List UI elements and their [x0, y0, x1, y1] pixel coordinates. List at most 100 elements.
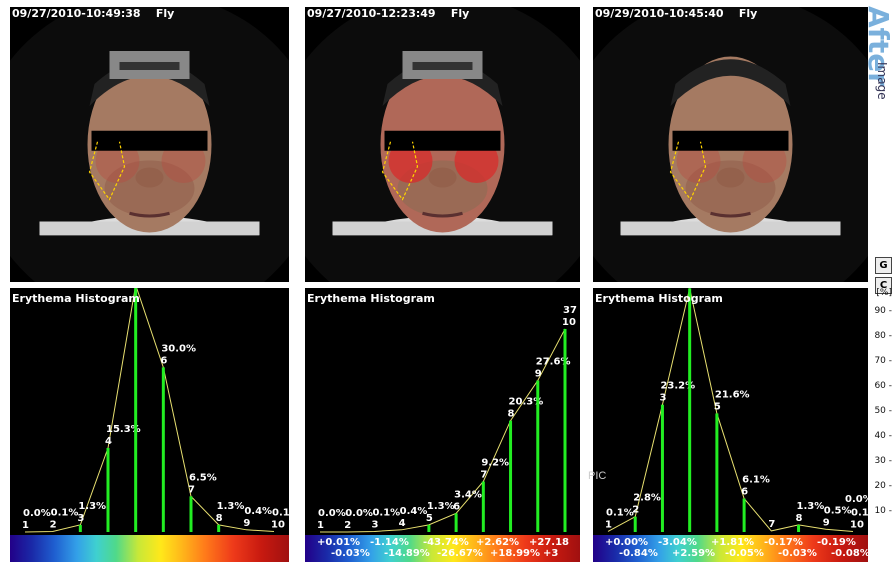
- bar-value-label: 0.1%: [51, 507, 79, 518]
- bar-value-label: 27.6%: [536, 357, 571, 368]
- bin-number-label: 2: [632, 505, 639, 516]
- eye-censor-bar: [384, 130, 501, 151]
- analysis-region-outline: [88, 141, 126, 201]
- bin-number-label: 9: [535, 369, 542, 380]
- bin-number-label: 2: [344, 520, 351, 531]
- diff-bottom-label: +2.59%: [672, 548, 716, 559]
- bin-number-label: 7: [480, 470, 487, 481]
- bin-number-label: 2: [50, 519, 57, 530]
- histogram-bar: [563, 328, 567, 532]
- photo-header-2: 09/27/2010-12:23:49 Fly: [307, 7, 469, 20]
- left-margin: [0, 0, 10, 561]
- after-image-label: After Image G C: [862, 0, 894, 300]
- diff-bottom-label: -14.89%: [384, 548, 430, 559]
- histogram-bar: [161, 367, 165, 532]
- scale-tick-label: 10 -: [874, 506, 892, 516]
- histogram-chart-1: 0.0%10.1%21.3%315.3%445.0%530.0%66.5%71.…: [22, 288, 289, 533]
- photo-header-1: 09/27/2010-10:49:38 Fly: [12, 7, 174, 20]
- bin-number-label: 8: [508, 409, 515, 420]
- diff-bottom-label: +18.99%: [490, 548, 541, 559]
- histogram-title-1: Erythema Histogram: [12, 292, 140, 305]
- diff-bottom-label: -0.05%: [725, 548, 764, 559]
- bar-value-label: 0.1%: [606, 507, 634, 518]
- series-line: [320, 328, 566, 533]
- bar-value-label: 0.4%: [400, 506, 428, 517]
- diff-top-label: -0.19%: [817, 537, 856, 548]
- diff-bottom-label: -0.03%: [331, 548, 370, 559]
- bar-value-label: 0.1: [272, 507, 289, 518]
- bin-number-label: 8: [796, 513, 803, 524]
- scale-tick-label: 60 -: [874, 381, 892, 391]
- diff-labels-2: +0.01% -1.14% -43.74% +2.62% +27.18 -0.03% -14…: [305, 535, 580, 562]
- mouth: [422, 211, 463, 218]
- scale-unit: [%]: [876, 288, 892, 298]
- photo-timestamp-3: 09/29/2010-10:45:40: [595, 7, 724, 20]
- histogram-bar: [106, 448, 110, 532]
- bar-value-label: 1.3%: [78, 501, 106, 512]
- histogram-bar: [509, 420, 513, 532]
- c-button[interactable]: C: [875, 277, 892, 294]
- histogram-bar: [427, 524, 431, 532]
- g-button[interactable]: G: [875, 257, 892, 274]
- nose: [135, 167, 164, 188]
- histogram-panel-2: 0.0% 1 0.0% 2 0.1% 3 0.4% 4 1.3% 5 3.4% 6 9.2% 7 20.3%…: [305, 288, 580, 536]
- histogram-bar: [78, 524, 82, 532]
- diff-top-label: +27.18: [529, 537, 570, 548]
- series-line: [607, 288, 854, 532]
- analysis-region-outline: [669, 141, 707, 201]
- bar-value-label: 3.4%: [454, 489, 482, 500]
- bar-value-label: 1.3%: [797, 501, 825, 512]
- diff-labels-3: +0.00% -3.04% +1.81% -0.17% -0.19% -0.84% +2.5…: [593, 535, 870, 562]
- eye-censor-bar: [91, 130, 208, 151]
- bar-value-label: 23.2%: [660, 381, 695, 392]
- diff-top-label: +2.62%: [476, 537, 520, 548]
- photo-mode-2: Fly: [450, 7, 470, 20]
- hair: [670, 59, 791, 106]
- bar-value-label: 0.4%: [244, 506, 272, 517]
- scale-tick-label: 30 -: [874, 456, 892, 466]
- diff-top-label: +0.00%: [605, 537, 649, 548]
- photo-mode-1: Fly: [155, 7, 175, 20]
- photo-panel-1[interactable]: 09/27/2010-10:49:38 Fly: [10, 7, 289, 282]
- face-photo-3: [593, 7, 868, 282]
- bar-value-label: 0.0%: [345, 508, 373, 519]
- diff-bottom-label: -0.03%: [778, 548, 817, 559]
- bar-value-label: 6.5%: [189, 472, 217, 483]
- photo-timestamp-1: 09/27/2010-10:49:38: [12, 7, 141, 20]
- diff-top-label: -3.04%: [658, 537, 697, 548]
- bar-value-label: 0.5%: [824, 505, 852, 516]
- bin-number-label: 8: [216, 513, 223, 524]
- diff-top-label: +1.81%: [711, 537, 755, 548]
- bin-number-label: 9: [823, 517, 830, 528]
- photo-panel-3[interactable]: 09/29/2010-10:45:40 Fly: [593, 7, 868, 282]
- color-scale-bar-2: +0.01% -1.14% -43.74% +2.62% +27.18 -0.03% -14…: [305, 535, 580, 562]
- watermark: PIC: [588, 470, 607, 482]
- bin-number-label: 6: [453, 501, 460, 512]
- bin-number-label: 5: [426, 513, 433, 524]
- histogram-bar: [134, 288, 138, 532]
- histogram-chart-2: 0.0%10.0%20.1%30.4%41.3%53.4%69.2%720.3%…: [317, 305, 577, 533]
- percent-scale: [%] 90 - 80 - 70 - 60 - 50 - 40 - 30 - 20 - 10 -: [864, 288, 894, 538]
- diff-bottom-label: +3: [543, 548, 559, 559]
- histogram-title-2: Erythema Histogram: [307, 292, 435, 305]
- bin-number-label: 10: [850, 519, 864, 530]
- color-scale-bar-1: [10, 535, 289, 562]
- photo-timestamp-2: 09/27/2010-12:23:49: [307, 7, 436, 20]
- scale-tick-label: 40 -: [874, 431, 892, 441]
- bar-value-label: 1.3%: [427, 501, 455, 512]
- bin-number-label: 4: [105, 436, 112, 447]
- bar-value-label: 0.0%: [318, 508, 346, 519]
- photo-header-3: 09/29/2010-10:45:40 Fly: [595, 7, 757, 20]
- bin-number-label: 6: [741, 487, 748, 498]
- bar-value-label: 37: [563, 305, 577, 316]
- histogram-panel-3: 0.1%12.8%223.2%344.4%421.6%56.1%671.3%80…: [593, 288, 868, 536]
- diff-bottom-label: -0.84%: [619, 548, 658, 559]
- bin-number-label: 7: [768, 519, 775, 530]
- bar-value-label: 30.0%: [161, 343, 196, 354]
- photo-panel-2[interactable]: 09/27/2010-12:23:49 Fly: [305, 7, 580, 282]
- histogram-bar: [688, 288, 692, 532]
- bin-number-label: 1: [22, 520, 29, 531]
- histogram-bar: [217, 524, 221, 532]
- histogram-bar: [633, 516, 637, 532]
- bar-value-label: 0.1%: [372, 507, 400, 518]
